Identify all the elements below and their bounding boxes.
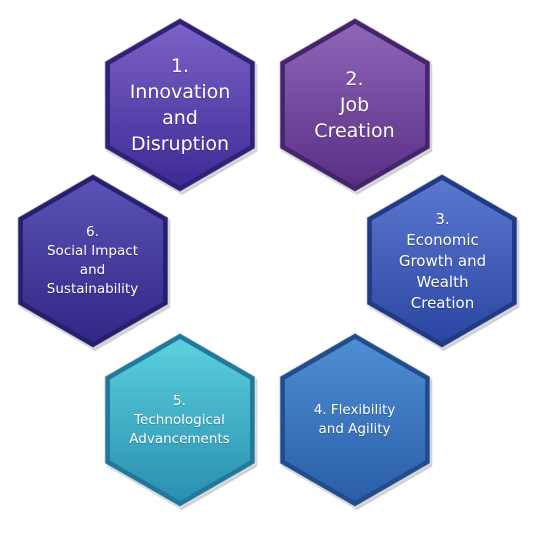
hexagon-2-line-3: Creation <box>314 120 395 142</box>
hexagon-5-label: 5. Technological Advancements <box>97 355 262 485</box>
hexagon-1-line-4: Disruption <box>130 133 230 155</box>
hexagon-3-line-5: Creation <box>410 293 475 312</box>
hexagon-6-line-3: and <box>79 262 106 278</box>
hexagon-6-line-4: Sustainability <box>46 281 139 297</box>
hexagon-5-line-1: 5. <box>173 392 186 409</box>
hexagon-1-label: 1. Innovation and Disruption <box>95 40 265 170</box>
hexagon-3-label: 3. Economic Growth and Wealth Creation <box>360 196 525 326</box>
hexagon-2-line-1: 2. <box>345 68 364 90</box>
hexagon-4-label: 4. Flexibility and Agility <box>272 355 437 485</box>
hexagon-3 <box>371 180 513 342</box>
hexagon-4-line-1: 4. Flexibility <box>313 402 396 418</box>
hexagon-6 <box>22 180 164 342</box>
hexagon-4-line-2: and Agility <box>318 421 391 437</box>
hexagon-3-line-4: Wealth <box>416 272 469 291</box>
hexagon-6-label: 6. Social Impact and Sustainability <box>10 196 175 326</box>
hexagon-2-label: 2. Job Creation <box>272 40 437 170</box>
hexagon-1-line-3: and <box>162 107 198 129</box>
hexagon-5 <box>109 339 251 501</box>
hexagon-2 <box>284 24 426 186</box>
hexagon-3-line-1: 3. <box>435 209 450 228</box>
hexagon-1-line-1: 1. <box>170 55 190 77</box>
hexagon-3-line-2: Economic <box>406 230 479 249</box>
hexagon-6-line-1: 6. <box>86 224 99 240</box>
hexagon-1-line-2: Innovation <box>129 81 231 103</box>
hexagon-5-line-3: Advancements <box>129 430 230 447</box>
hexagon-2-line-2: Job <box>339 94 370 116</box>
hexagon-6-line-2: Social Impact <box>46 243 138 259</box>
hexagon-3-line-3: Growth and <box>398 251 487 270</box>
hexagon-1 <box>109 24 251 186</box>
hexagon-5-line-2: Technological <box>134 411 225 428</box>
hexagon-4 <box>284 339 426 501</box>
